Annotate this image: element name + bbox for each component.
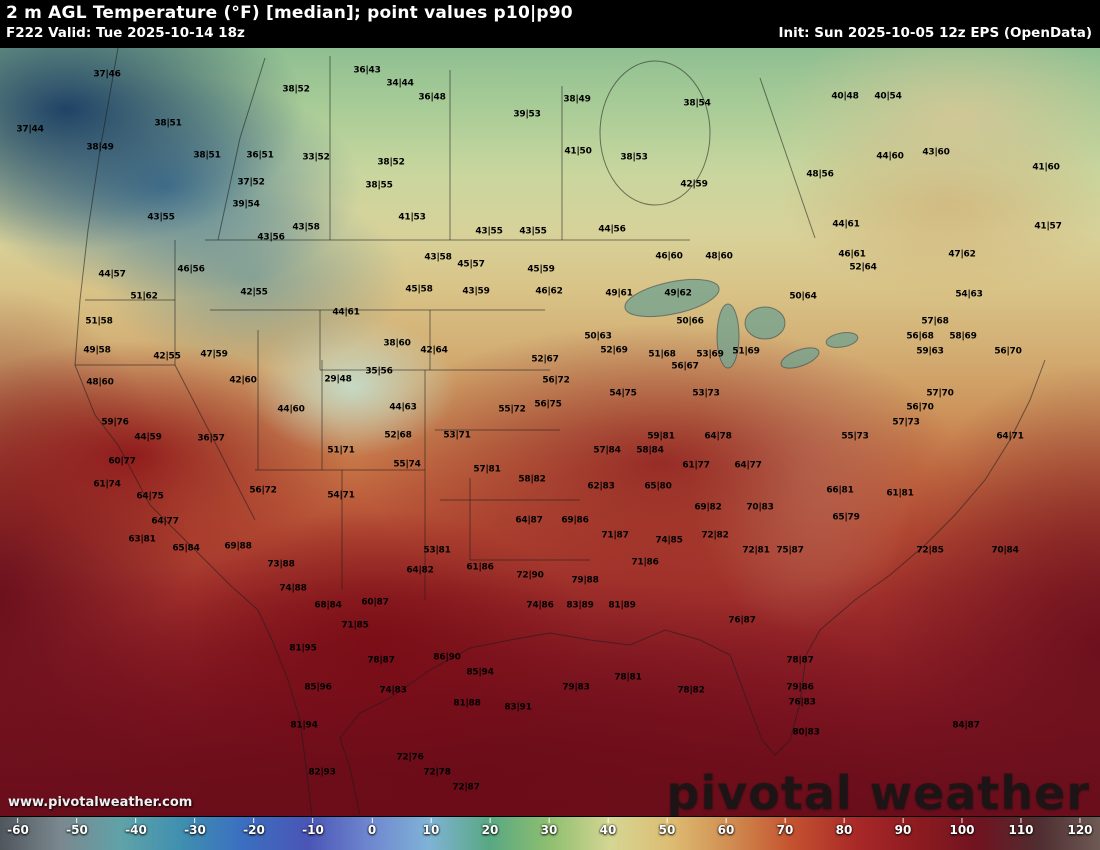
lake-ontario	[825, 332, 859, 348]
title-bar: 2 m AGL Temperature (°F) [median]; point…	[0, 0, 1100, 48]
map-canvas	[0, 48, 1100, 817]
lake-huron	[744, 306, 786, 340]
colorbar-tick: 80	[836, 818, 852, 837]
pacific-coastline	[74, 48, 313, 816]
colorbar: -60 -50 -40 -30 -20 -10 0 10 20 30 40 50 60 70 80 90 100…	[0, 816, 1100, 850]
hudson-bay-outline	[599, 60, 711, 206]
colorbar-tick: 100	[949, 818, 975, 837]
lake-erie	[780, 347, 820, 369]
model-init-time: Init: Sun 2025-10-05 12z EPS (OpenData)	[778, 25, 1092, 41]
forecast-valid-time: F222 Valid: Tue 2025-10-14 18z	[6, 25, 245, 41]
gulf-atlantic-coastline	[339, 359, 1046, 816]
ca-nv-border	[174, 364, 256, 521]
colorbar-tick: 70	[777, 818, 793, 837]
colorbar-tick: -40	[125, 818, 147, 837]
colorbar-tick: 20	[482, 818, 498, 837]
lake-superior	[624, 278, 720, 318]
colorbar-tick: 110	[1008, 818, 1034, 837]
on-qc-border	[759, 77, 816, 239]
subtitle-bar: F222 Valid: Tue 2025-10-14 18z Init: Sun…	[0, 24, 1100, 41]
site-url-watermark: www.pivotalweather.com	[8, 795, 193, 810]
colorbar-tick: -20	[243, 818, 265, 837]
colorbar-tick: 90	[895, 818, 911, 837]
colorbar-tick: 50	[659, 818, 675, 837]
bc-alberta-border	[217, 57, 266, 241]
colorbar-tick: -60	[7, 818, 29, 837]
colorbar-tick: -30	[184, 818, 206, 837]
colorbar-tick: -50	[66, 818, 88, 837]
colorbar-tick: 30	[541, 818, 557, 837]
borders-overlay	[74, 48, 1046, 816]
colorbar-tick: -10	[302, 818, 324, 837]
colorbar-tick: 0	[368, 818, 376, 837]
lake-michigan	[716, 303, 740, 369]
colorbar-tick: 60	[718, 818, 734, 837]
temperature-shading	[0, 48, 1100, 817]
colorbar-tick: 40	[600, 818, 616, 837]
colorbar-tick: 120	[1067, 818, 1093, 837]
brand-logo: pivotal weather	[666, 766, 1090, 820]
colorbar-tick: 10	[423, 818, 439, 837]
map-title: 2 m AGL Temperature (°F) [median]; point…	[6, 3, 573, 23]
